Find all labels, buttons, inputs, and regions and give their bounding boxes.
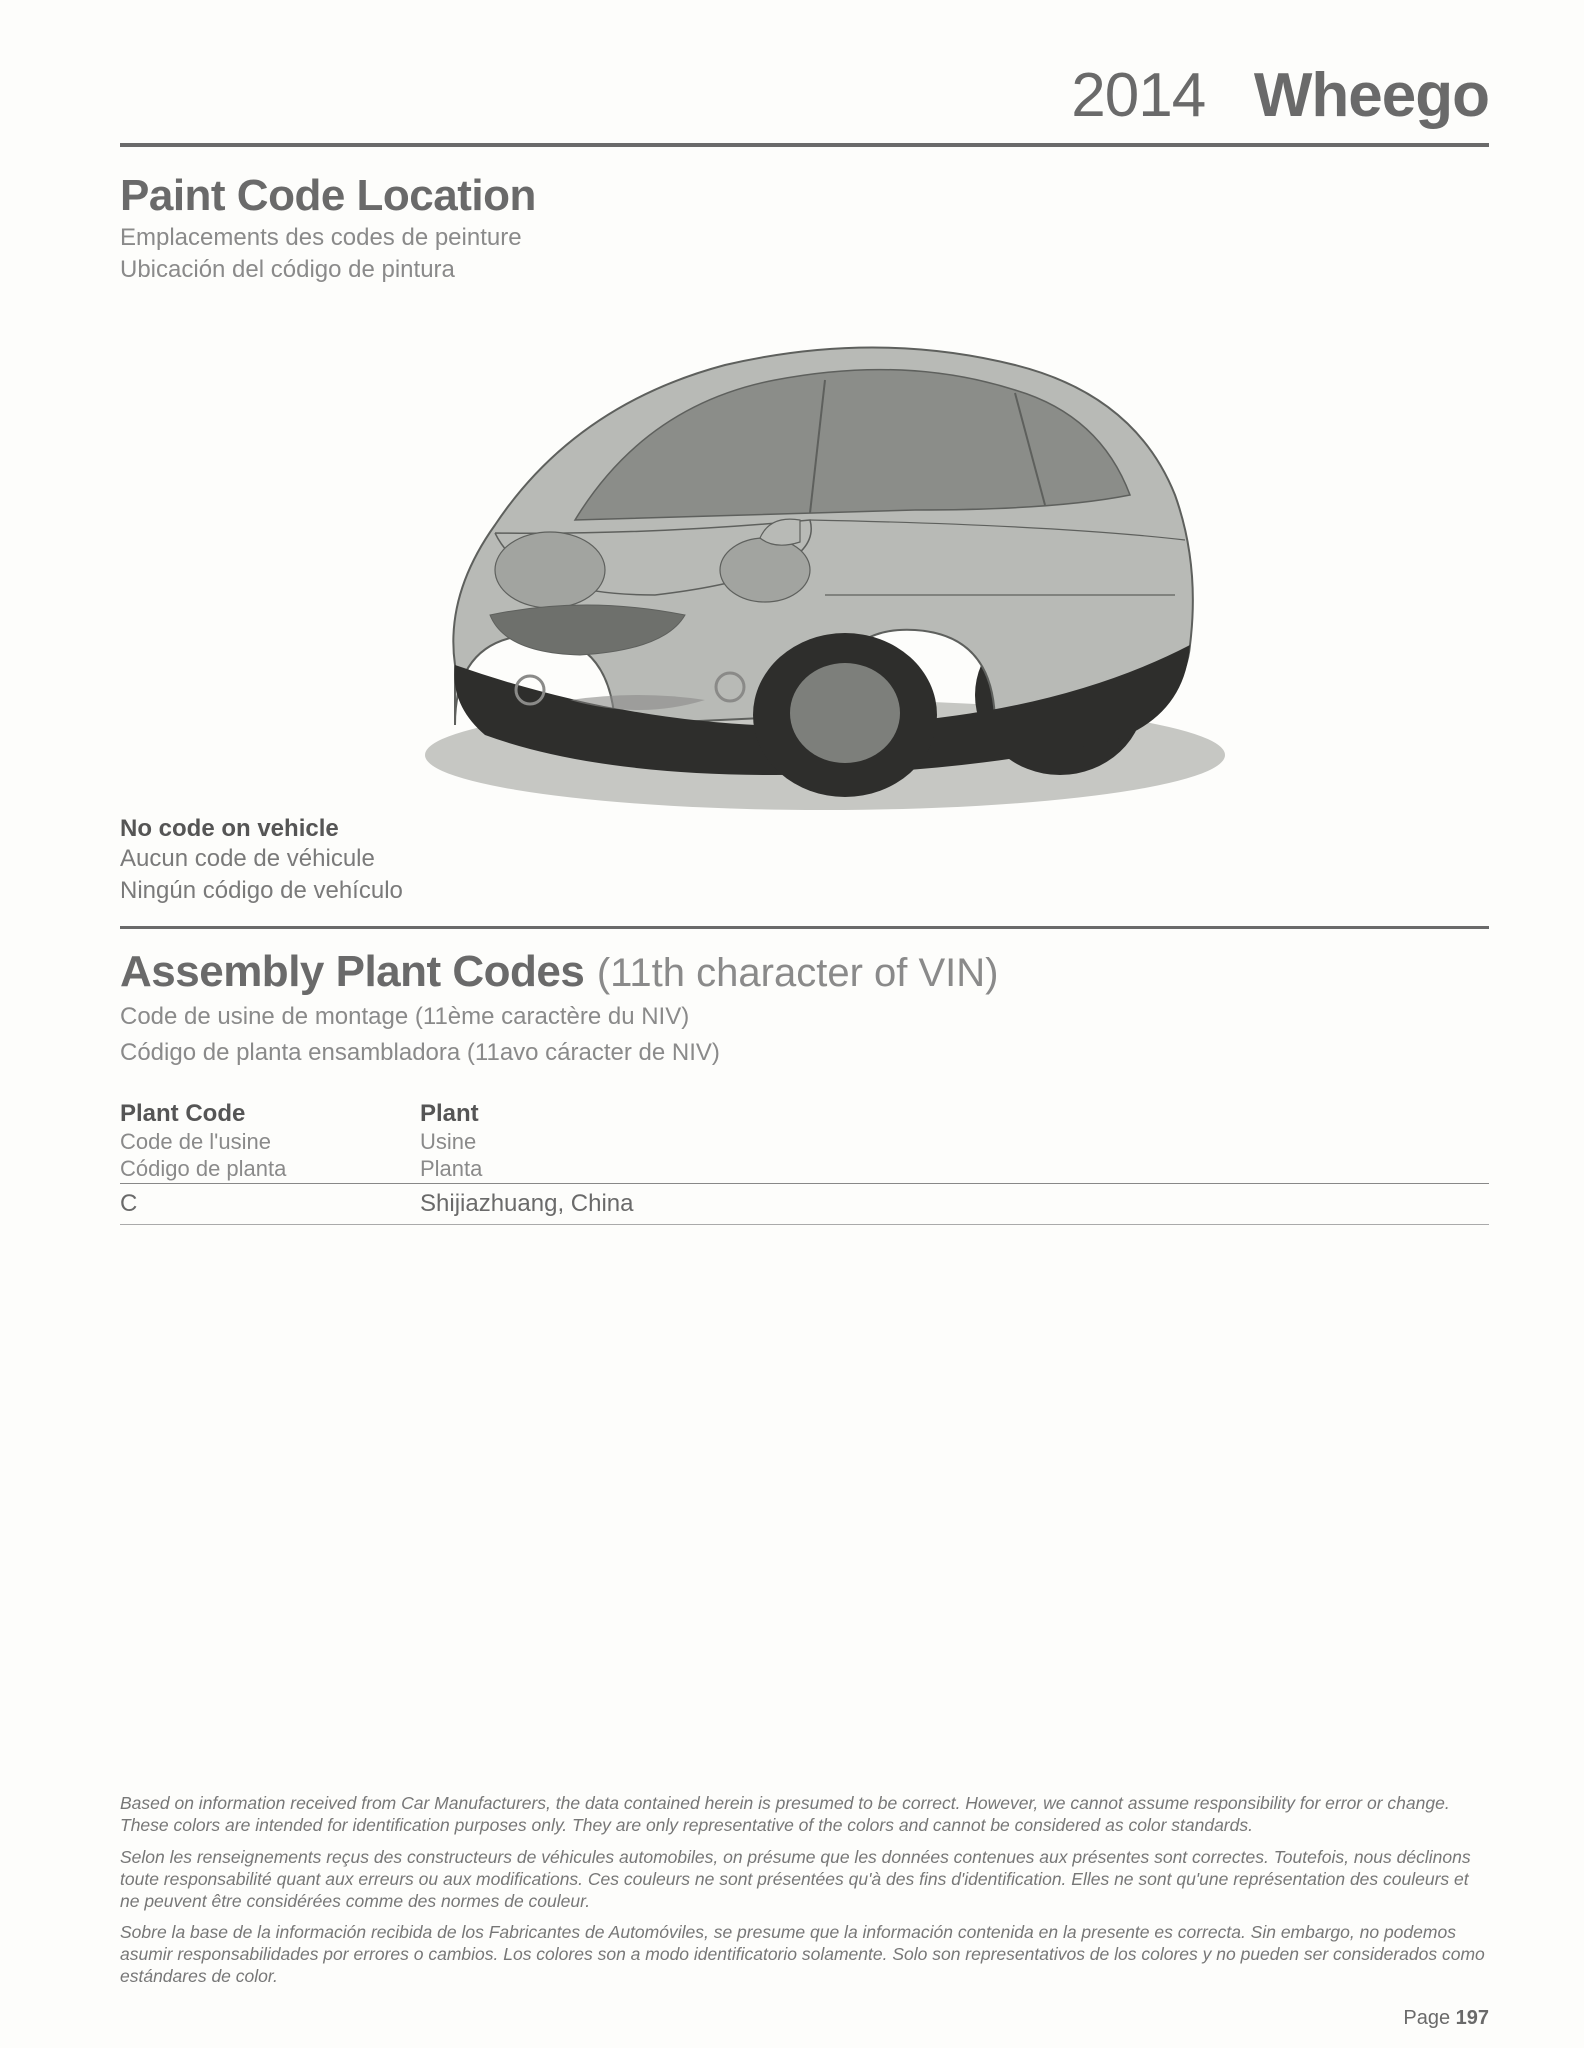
col2-es: Planta (420, 1155, 1489, 1183)
page-number: Page 197 (1403, 2007, 1489, 2030)
table-row: C Shijiazhuang, China (120, 1183, 1489, 1224)
assembly-sub-es: Código de planta ensambladora (11avo cár… (120, 1037, 1489, 1069)
paint-sub-es: Ubicación del código de pintura (120, 255, 1489, 285)
section-divider (120, 926, 1489, 929)
model-year: 2014 (1071, 61, 1205, 130)
col1-es: Código de planta (120, 1155, 420, 1183)
no-code-en: No code on vehicle (120, 815, 1489, 843)
col2-fr: Usine (420, 1128, 1489, 1156)
page-label: Page (1403, 2007, 1455, 2029)
disclaimer-es: Sobre la base de la información recibida… (120, 1922, 1489, 1988)
assembly-section: Assembly Plant Codes (11th character of … (120, 947, 1489, 1225)
plant-table: Plant Code Code de l'usine Código de pla… (120, 1100, 1489, 1225)
assembly-sub-fr: Code de usine de montage (11ème caractèr… (120, 1001, 1489, 1033)
page-header: 2014 Wheego (120, 60, 1489, 131)
col1-en: Plant Code (120, 1100, 420, 1128)
table-header-row: Plant Code Code de l'usine Código de pla… (120, 1100, 1489, 1184)
assembly-title-paren: (11th character of VIN) (597, 951, 999, 995)
no-code-es: Ningún código de vehículo (120, 875, 1489, 907)
no-code-fr: Aucun code de véhicule (120, 843, 1489, 875)
header-rule (120, 143, 1489, 147)
disclaimer-en: Based on information received from Car M… (120, 1793, 1489, 1837)
car-diagram-wrap (120, 295, 1489, 815)
brand-name: Wheego (1254, 61, 1489, 130)
plant-code: C (120, 1183, 420, 1224)
plant-name: Shijiazhuang, China (420, 1183, 1489, 1224)
paint-code-section: Paint Code Location Emplacements des cod… (120, 171, 1489, 908)
col2-en: Plant (420, 1100, 1489, 1128)
paint-title: Paint Code Location (120, 171, 1489, 221)
paint-sub-fr: Emplacements des codes de peinture (120, 223, 1489, 253)
car-diagram (355, 295, 1255, 815)
disclaimer-fr: Selon les renseignements reçus des const… (120, 1847, 1489, 1913)
disclaimer-block: Based on information received from Car M… (120, 1793, 1489, 1998)
assembly-title: Assembly Plant Codes (120, 947, 584, 996)
page-num: 197 (1456, 2007, 1489, 2029)
col1-fr: Code de l'usine (120, 1128, 420, 1156)
